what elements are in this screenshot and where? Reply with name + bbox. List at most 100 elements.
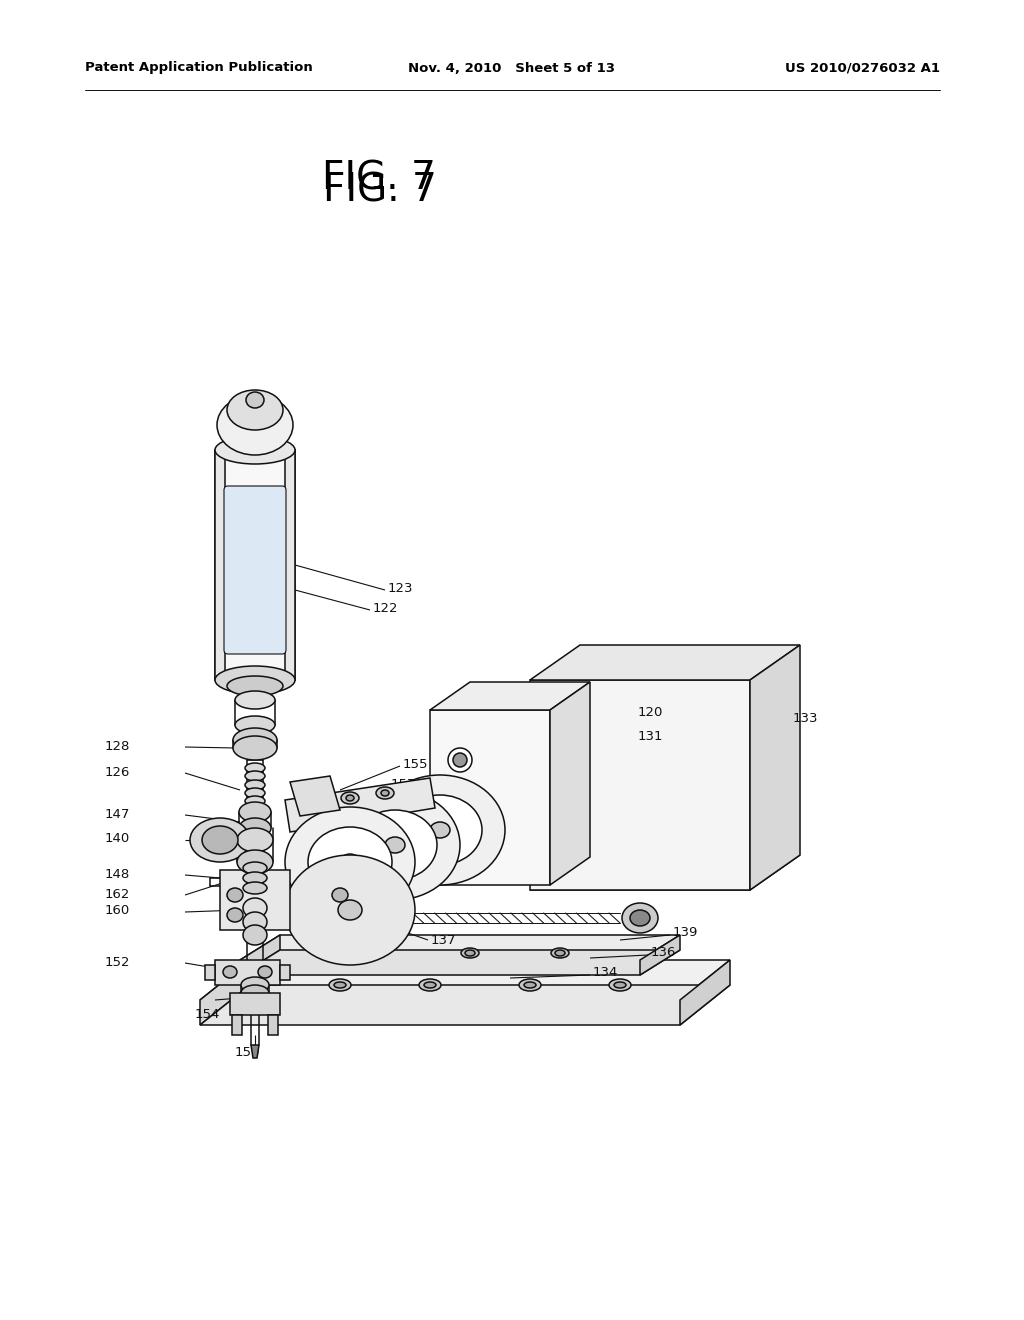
Polygon shape bbox=[290, 776, 340, 816]
Polygon shape bbox=[240, 935, 680, 960]
Polygon shape bbox=[268, 1015, 278, 1035]
Ellipse shape bbox=[555, 950, 565, 956]
Polygon shape bbox=[430, 710, 550, 884]
Ellipse shape bbox=[243, 882, 267, 894]
Polygon shape bbox=[251, 1045, 259, 1059]
Ellipse shape bbox=[622, 903, 658, 933]
Text: FIG. 7: FIG. 7 bbox=[322, 160, 436, 197]
Ellipse shape bbox=[241, 985, 269, 1001]
Ellipse shape bbox=[349, 928, 371, 942]
Ellipse shape bbox=[609, 979, 631, 991]
Ellipse shape bbox=[381, 789, 389, 796]
Ellipse shape bbox=[375, 775, 505, 884]
Ellipse shape bbox=[449, 808, 472, 832]
Ellipse shape bbox=[338, 900, 362, 920]
Ellipse shape bbox=[243, 912, 267, 932]
Ellipse shape bbox=[234, 690, 275, 709]
Ellipse shape bbox=[346, 795, 354, 801]
Ellipse shape bbox=[341, 792, 359, 804]
Text: Patent Application Publication: Patent Application Publication bbox=[85, 62, 312, 74]
Ellipse shape bbox=[424, 982, 436, 987]
Ellipse shape bbox=[449, 748, 472, 772]
Ellipse shape bbox=[461, 948, 479, 958]
Ellipse shape bbox=[245, 796, 265, 807]
Ellipse shape bbox=[190, 818, 250, 862]
Ellipse shape bbox=[245, 788, 265, 799]
Ellipse shape bbox=[215, 436, 295, 465]
Ellipse shape bbox=[361, 948, 379, 958]
Ellipse shape bbox=[245, 763, 265, 774]
Ellipse shape bbox=[223, 966, 237, 978]
Ellipse shape bbox=[524, 982, 536, 987]
Ellipse shape bbox=[430, 822, 450, 838]
Ellipse shape bbox=[243, 898, 267, 917]
Polygon shape bbox=[430, 682, 590, 710]
Text: FIG. 7: FIG. 7 bbox=[323, 172, 437, 209]
Ellipse shape bbox=[519, 979, 541, 991]
Polygon shape bbox=[285, 777, 435, 832]
Ellipse shape bbox=[329, 979, 351, 991]
Ellipse shape bbox=[365, 950, 375, 956]
Ellipse shape bbox=[227, 908, 243, 921]
Ellipse shape bbox=[227, 888, 243, 902]
Ellipse shape bbox=[419, 979, 441, 991]
Ellipse shape bbox=[355, 932, 365, 939]
Text: 126: 126 bbox=[105, 766, 130, 779]
Text: 137: 137 bbox=[431, 933, 457, 946]
Ellipse shape bbox=[217, 395, 293, 455]
Polygon shape bbox=[215, 450, 295, 680]
Polygon shape bbox=[200, 960, 730, 1001]
Text: 133: 133 bbox=[793, 711, 818, 725]
Ellipse shape bbox=[614, 982, 626, 987]
Ellipse shape bbox=[245, 771, 265, 781]
Text: US 2010/0276032 A1: US 2010/0276032 A1 bbox=[785, 62, 940, 74]
Polygon shape bbox=[200, 960, 250, 1026]
Polygon shape bbox=[280, 965, 290, 979]
Ellipse shape bbox=[308, 828, 392, 898]
Ellipse shape bbox=[453, 752, 467, 767]
Text: 148: 148 bbox=[105, 867, 130, 880]
Ellipse shape bbox=[227, 389, 283, 430]
Ellipse shape bbox=[241, 977, 269, 993]
Polygon shape bbox=[232, 1015, 242, 1035]
Polygon shape bbox=[530, 855, 800, 890]
Text: 139: 139 bbox=[673, 927, 698, 940]
Ellipse shape bbox=[465, 950, 475, 956]
Polygon shape bbox=[550, 682, 590, 884]
Text: 122: 122 bbox=[373, 602, 398, 615]
Ellipse shape bbox=[453, 813, 467, 828]
Polygon shape bbox=[215, 960, 280, 985]
Text: 120: 120 bbox=[638, 706, 664, 719]
Text: 123: 123 bbox=[388, 582, 414, 594]
Ellipse shape bbox=[630, 909, 650, 927]
Polygon shape bbox=[530, 645, 800, 680]
Polygon shape bbox=[220, 870, 290, 931]
Ellipse shape bbox=[245, 780, 265, 789]
Polygon shape bbox=[750, 645, 800, 890]
Ellipse shape bbox=[215, 667, 295, 694]
Text: 152: 152 bbox=[105, 956, 130, 969]
Polygon shape bbox=[230, 993, 280, 1015]
Polygon shape bbox=[205, 965, 215, 979]
Ellipse shape bbox=[311, 800, 319, 807]
Ellipse shape bbox=[332, 888, 348, 902]
Ellipse shape bbox=[237, 828, 273, 851]
Text: 128: 128 bbox=[105, 741, 130, 754]
Text: 140: 140 bbox=[105, 833, 130, 846]
Ellipse shape bbox=[340, 854, 360, 870]
Ellipse shape bbox=[330, 789, 460, 900]
Polygon shape bbox=[228, 490, 282, 649]
Text: 136: 136 bbox=[651, 946, 677, 960]
Ellipse shape bbox=[202, 826, 238, 854]
Text: 160: 160 bbox=[105, 904, 130, 917]
Ellipse shape bbox=[239, 803, 271, 822]
Ellipse shape bbox=[398, 795, 482, 865]
Ellipse shape bbox=[306, 797, 324, 809]
Polygon shape bbox=[640, 935, 680, 975]
Polygon shape bbox=[530, 680, 750, 890]
Ellipse shape bbox=[237, 850, 273, 874]
Ellipse shape bbox=[234, 715, 275, 734]
Ellipse shape bbox=[246, 392, 264, 408]
FancyBboxPatch shape bbox=[224, 486, 286, 653]
Ellipse shape bbox=[233, 729, 278, 752]
